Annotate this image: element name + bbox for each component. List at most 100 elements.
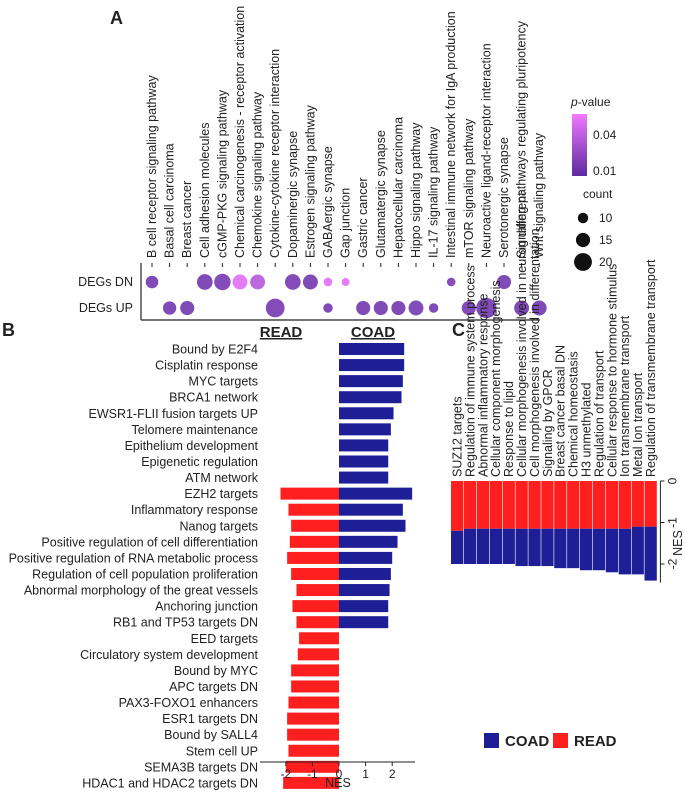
term-label: MYC targets	[189, 375, 258, 389]
panel-c-bars	[451, 481, 657, 581]
nes-bar-read	[288, 744, 339, 757]
x-tick-label: -1	[307, 767, 318, 781]
nes-bar-coad	[339, 375, 403, 388]
panel-b-category-labels: Bound by E2F4 Cisplatin response MYC targe…	[9, 343, 259, 791]
term-label: Regulation of immune system process	[463, 265, 477, 477]
nes-segment-coad	[644, 526, 657, 581]
panel-a-dots	[145, 273, 547, 319]
nes-segment-read	[489, 481, 502, 529]
enrichment-dot	[180, 300, 195, 316]
nes-bar-read	[296, 584, 339, 597]
panel-c-label: C	[452, 320, 465, 340]
term-label: EZH2 targets	[184, 487, 258, 501]
pathway-label: Hepatocellular carcinoma	[391, 117, 405, 258]
term-label: Cellular response to hormone stimulus	[605, 264, 619, 477]
enrichment-dot	[356, 300, 371, 316]
nes-segment-read	[644, 481, 657, 527]
pathway-label: Breast cancer	[180, 181, 194, 258]
pathway-label: Signaling pathways regulating pluripoten…	[515, 20, 529, 258]
nes-segment-read	[605, 481, 619, 529]
enrichment-dot	[162, 301, 177, 315]
nes-bar-coad	[339, 391, 402, 404]
term-label: Anchoring junction	[155, 600, 258, 614]
enrichment-dot	[514, 300, 530, 316]
pvalue-tick-low: 0.01	[593, 164, 617, 178]
nes-bar-read	[289, 535, 339, 548]
enrichment-dot	[428, 303, 439, 313]
panel-b-label: B	[2, 320, 15, 340]
term-label: PAX3-FOXO1 enhancers	[119, 696, 258, 710]
pvalue-colorbar	[572, 114, 587, 176]
count-legend-dot	[575, 232, 591, 248]
nes-bar-coad	[339, 567, 391, 580]
nes-segment-coad	[528, 528, 541, 567]
nes-bar-coad	[339, 471, 389, 484]
panel-b-bar-chart: READ COAD Bound by E2F4 Cisplatin respons…	[9, 324, 415, 790]
nes-segment-read	[502, 481, 515, 529]
enrichment-dot	[446, 277, 456, 287]
nes-bar-coad	[339, 584, 390, 597]
nes-segment-read	[541, 481, 554, 529]
term-label: Regulation of transmembrane transport	[644, 259, 658, 477]
pvalue-legend-title-rest: -value	[578, 95, 611, 109]
panel-b-x-axis: -2 -1 0 1 2	[260, 761, 415, 781]
nes-bar-coad	[339, 503, 403, 516]
pathway-label: Gap junction	[339, 188, 353, 258]
term-label: SEMA3B targets DN	[144, 760, 258, 774]
nes-segment-read	[618, 481, 631, 529]
term-label: Response to lipid	[502, 381, 516, 477]
nes-segment-coad	[580, 528, 593, 571]
y-tick-label: 0	[665, 477, 679, 484]
term-label: Inflammatory response	[131, 503, 258, 517]
nes-bar-coad	[339, 487, 413, 500]
enrichment-dot	[408, 300, 424, 316]
x-tick-label: 0	[336, 767, 343, 781]
nes-bar-read	[291, 664, 339, 677]
enrichment-dot	[496, 274, 512, 290]
enrichment-dot	[196, 274, 213, 290]
nes-bar-read	[287, 728, 339, 741]
nes-segment-coad	[631, 526, 644, 575]
term-label: EWSR1-FLII fusion targets UP	[88, 407, 258, 421]
term-label: ATM network	[185, 471, 258, 485]
pathway-label: GABAergic synapse	[321, 146, 335, 258]
legend-label-read: READ	[574, 733, 617, 750]
pathway-label: IL-17 signaling pathway	[427, 126, 441, 258]
nes-bar-coad	[339, 423, 391, 436]
term-label: Epigenetic regulation	[141, 455, 258, 469]
term-label: Circulatory system development	[80, 648, 258, 662]
enrichment-dot	[302, 274, 318, 290]
nes-bar-read	[296, 616, 339, 629]
enrichment-dot	[323, 277, 333, 287]
nes-bar-coad	[339, 551, 393, 564]
count-legend-dot	[574, 253, 592, 271]
term-label: Metal Ion transport	[631, 372, 645, 477]
term-label: SUZ12 targets	[450, 396, 464, 477]
enrichment-dot	[265, 298, 285, 318]
panel-b-xlabel: NES	[325, 776, 351, 790]
panel-c-y-axis: 0 -1 -2	[659, 477, 679, 583]
nes-bar-read	[287, 551, 339, 564]
count-legend: 10 15 20	[574, 211, 613, 271]
panel-a-pathway-labels: B cell receptor signaling pathway Basal c…	[145, 6, 546, 267]
pvalue-legend-title-p: p	[570, 95, 578, 109]
nes-segment-coad	[476, 528, 490, 564]
nes-segment-read	[592, 481, 606, 529]
term-label: Bound by E2F4	[172, 343, 258, 357]
pathway-label: Hippo signaling pathway	[409, 122, 423, 258]
x-tick-label: 1	[362, 767, 369, 781]
term-label: ESR1 targets DN	[162, 712, 258, 726]
nes-bar-read	[291, 680, 339, 693]
term-label: Cisplatin response	[155, 359, 258, 373]
term-label: Epithelium development	[125, 439, 259, 453]
term-label: Abnormal inflammatory response	[476, 294, 490, 477]
nes-bar-read	[287, 712, 339, 725]
pvalue-legend-title: p-value	[570, 95, 611, 109]
nes-bar-read	[283, 776, 339, 789]
count-legend-title: count	[583, 187, 613, 201]
nes-bar-read	[297, 648, 339, 661]
term-label: Nanog targets	[179, 519, 258, 533]
nes-bar-coad	[339, 600, 389, 613]
